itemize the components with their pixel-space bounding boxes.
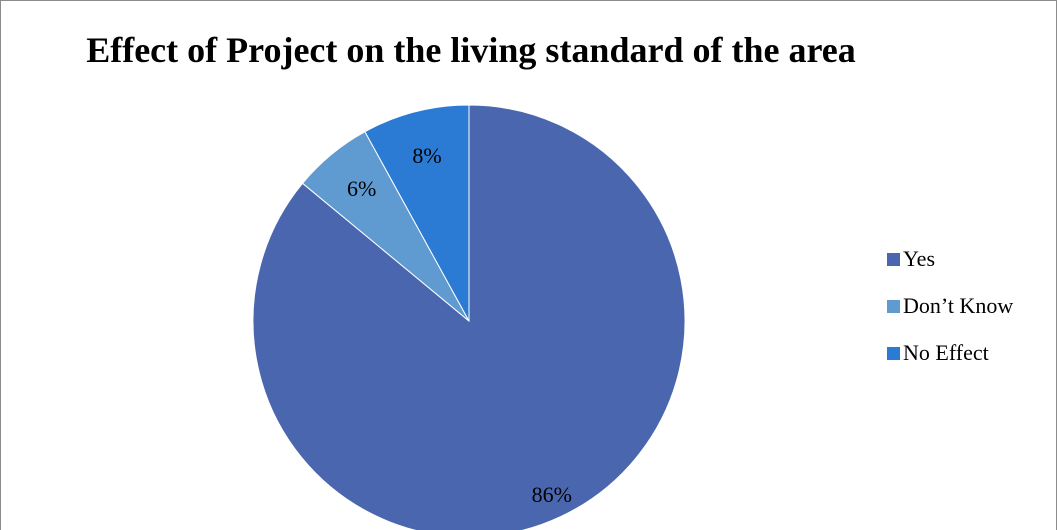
legend-label-yes: Yes	[903, 246, 936, 271]
chart-legend: Yes Don’t Know No Effect	[887, 246, 1013, 387]
data-label-don-t-know: 6%	[347, 176, 376, 201]
data-label-yes: 86%	[532, 482, 572, 507]
legend-item-dont-know: Don’t Know	[887, 293, 1013, 319]
legend-item-no-effect: No Effect	[887, 340, 1013, 366]
legend-swatch-no-effect	[887, 346, 900, 360]
data-label-no-effect: 8%	[412, 143, 441, 168]
legend-swatch-yes	[887, 252, 900, 266]
legend-label-dont-know: Don’t Know	[903, 293, 1014, 318]
legend-label-no-effect: No Effect	[903, 340, 989, 365]
legend-item-yes: Yes	[887, 246, 1013, 272]
legend-swatch-dont-know	[887, 299, 900, 313]
pie-slice-no-effect	[364, 104, 470, 322]
chart-title: Effect of Project on the living standard…	[86, 30, 856, 70]
